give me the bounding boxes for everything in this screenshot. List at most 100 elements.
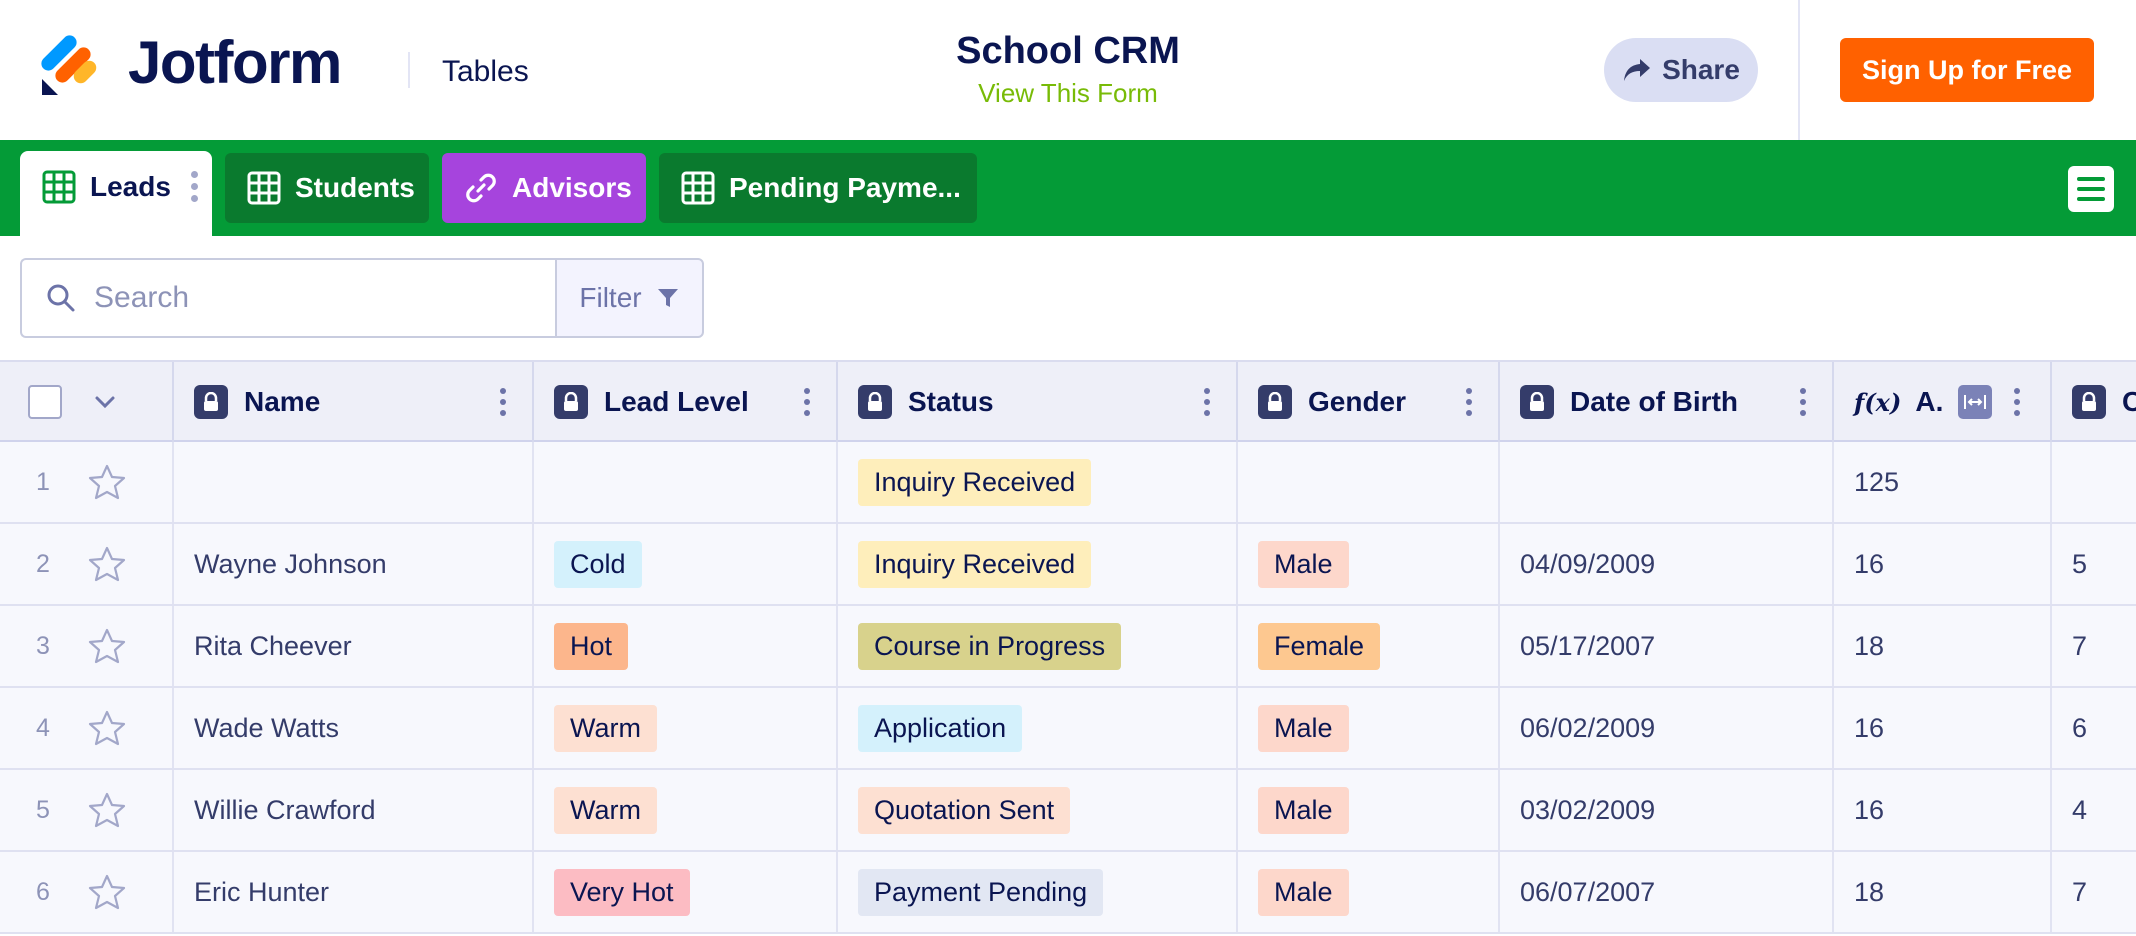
chevron-down-icon[interactable] bbox=[94, 395, 116, 409]
jotform-logo-icon[interactable] bbox=[40, 33, 100, 95]
star-icon[interactable] bbox=[88, 874, 126, 910]
cell-dob[interactable]: 04/09/2009 bbox=[1500, 524, 1834, 604]
table-row[interactable]: 3 Rita Cheever Hot Course in Progress Female… bbox=[0, 606, 2136, 688]
cell-status[interactable]: Quotation Sent bbox=[838, 770, 1238, 850]
cell-dob[interactable]: 05/17/2007 bbox=[1500, 606, 1834, 686]
cell-gender[interactable]: Male bbox=[1238, 770, 1500, 850]
lock-icon bbox=[194, 385, 228, 419]
column-options-icon[interactable] bbox=[1466, 388, 1472, 416]
expand-column-icon[interactable] bbox=[1958, 385, 1992, 419]
star-icon[interactable] bbox=[88, 628, 126, 664]
cell-age[interactable]: 16 bbox=[1834, 688, 2052, 768]
cell-dob[interactable]: 06/07/2007 bbox=[1500, 852, 1834, 932]
cell-extra[interactable]: 4 bbox=[2052, 770, 2136, 850]
cell-extra[interactable]: 7 bbox=[2052, 606, 2136, 686]
link-icon bbox=[466, 173, 496, 203]
column-options-icon[interactable] bbox=[1800, 388, 1806, 416]
cell-age[interactable]: 16 bbox=[1834, 524, 2052, 604]
cell-name[interactable]: Wade Watts bbox=[174, 688, 534, 768]
cell-name[interactable]: Eric Hunter bbox=[174, 852, 534, 932]
cell-status[interactable]: Course in Progress bbox=[838, 606, 1238, 686]
tab-leads[interactable]: Leads bbox=[20, 151, 212, 236]
cell-status[interactable]: Application bbox=[838, 688, 1238, 768]
table-row[interactable]: 6 Eric Hunter Very Hot Payment Pending Male 0… bbox=[0, 852, 2136, 934]
cell-lead[interactable] bbox=[534, 442, 838, 522]
tab-label: Advisors bbox=[512, 172, 632, 203]
column-options-icon[interactable] bbox=[1204, 388, 1210, 416]
star-icon[interactable] bbox=[88, 546, 126, 582]
filter-button[interactable]: Filter bbox=[555, 258, 704, 338]
cell-value: 16 bbox=[1854, 794, 1885, 825]
cell-dob[interactable] bbox=[1500, 442, 1834, 522]
gender-tag: Male bbox=[1258, 786, 1349, 834]
cell-lead[interactable]: Warm bbox=[534, 688, 838, 768]
cell-age[interactable]: 18 bbox=[1834, 852, 2052, 932]
cell-gender[interactable] bbox=[1238, 442, 1500, 522]
cell-lead[interactable]: Hot bbox=[534, 606, 838, 686]
cell-value: 6 bbox=[2072, 712, 2088, 743]
column-header-name[interactable]: Name bbox=[174, 362, 534, 442]
tab-options-icon[interactable] bbox=[190, 171, 198, 202]
cell-value: 7 bbox=[2072, 630, 2088, 661]
table-row[interactable]: 2 Wayne Johnson Cold Inquiry Received Male 04… bbox=[0, 524, 2136, 606]
cell-age[interactable]: 16 bbox=[1834, 770, 2052, 850]
column-header-status[interactable]: Status bbox=[838, 362, 1238, 442]
hamburger-menu-icon[interactable] bbox=[2068, 166, 2114, 212]
cell-age[interactable]: 125 bbox=[1834, 442, 2052, 522]
cell-gender[interactable]: Male bbox=[1238, 524, 1500, 604]
column-header-date-of-birth[interactable]: Date of Birth bbox=[1500, 362, 1834, 442]
star-icon[interactable] bbox=[88, 464, 126, 500]
cell-name[interactable]: Wayne Johnson bbox=[174, 524, 534, 604]
filter-icon bbox=[657, 289, 678, 307]
tab-pending-payments[interactable]: Pending Payme... bbox=[659, 153, 977, 223]
cell-name[interactable] bbox=[174, 442, 534, 522]
status-tag: Course in Progress bbox=[858, 622, 1122, 670]
cell-value: 16 bbox=[1854, 712, 1885, 743]
column-options-icon[interactable] bbox=[2014, 388, 2020, 416]
gender-tag: Male bbox=[1258, 704, 1349, 752]
cell-gender[interactable]: Male bbox=[1238, 688, 1500, 768]
column-header-age-formula[interactable]: f(x) A. bbox=[1834, 362, 2052, 442]
cell-status[interactable]: Payment Pending bbox=[838, 852, 1238, 932]
logo-text[interactable]: Jotform bbox=[128, 29, 342, 96]
cell-lead[interactable]: Cold bbox=[534, 524, 838, 604]
view-form-link[interactable]: View This Form bbox=[978, 78, 1158, 108]
table-row[interactable]: 1 Inquiry Received 125 bbox=[0, 442, 2136, 524]
cell-gender[interactable]: Female bbox=[1238, 606, 1500, 686]
cell-value: 06/02/2009 bbox=[1520, 712, 1656, 743]
tab-advisors[interactable]: Advisors bbox=[442, 153, 646, 223]
cell-age[interactable]: 18 bbox=[1834, 606, 2052, 686]
cell-lead[interactable]: Warm bbox=[534, 770, 838, 850]
select-all-checkbox[interactable] bbox=[28, 385, 62, 419]
tab-label: Pending Payme... bbox=[729, 172, 961, 203]
column-header-lead-level[interactable]: Lead Level bbox=[534, 362, 838, 442]
column-options-icon[interactable] bbox=[500, 388, 506, 416]
column-options-icon[interactable] bbox=[804, 388, 810, 416]
share-icon bbox=[1624, 59, 1651, 81]
cell-extra[interactable] bbox=[2052, 442, 2136, 522]
column-header-next[interactable]: C bbox=[2052, 362, 2136, 442]
cell-gender[interactable]: Male bbox=[1238, 852, 1500, 932]
cell-lead[interactable]: Very Hot bbox=[534, 852, 838, 932]
cell-dob[interactable]: 03/02/2009 bbox=[1500, 770, 1834, 850]
cell-value: 5 bbox=[2072, 548, 2088, 579]
search-input[interactable]: Search bbox=[20, 258, 556, 338]
column-header-gender[interactable]: Gender bbox=[1238, 362, 1500, 442]
table-row[interactable]: 4 Wade Watts Warm Application Male 06/02/2009… bbox=[0, 688, 2136, 770]
lead-tag: Hot bbox=[554, 622, 629, 670]
table-header-row: Name Lead Level Status Gender Date of Bi… bbox=[0, 360, 2136, 442]
share-button[interactable]: Share bbox=[1604, 38, 1758, 102]
cell-extra[interactable]: 6 bbox=[2052, 688, 2136, 768]
cell-extra[interactable]: 5 bbox=[2052, 524, 2136, 604]
cell-name[interactable]: Willie Crawford bbox=[174, 770, 534, 850]
table-row[interactable]: 5 Willie Crawford Warm Quotation Sent Male 03… bbox=[0, 770, 2136, 852]
star-icon[interactable] bbox=[88, 710, 126, 746]
cell-dob[interactable]: 06/02/2009 bbox=[1500, 688, 1834, 768]
cell-status[interactable]: Inquiry Received bbox=[838, 442, 1238, 522]
cell-name[interactable]: Rita Cheever bbox=[174, 606, 534, 686]
tab-students[interactable]: Students bbox=[225, 153, 429, 223]
signup-button[interactable]: Sign Up for Free bbox=[1840, 38, 2094, 102]
cell-status[interactable]: Inquiry Received bbox=[838, 524, 1238, 604]
star-icon[interactable] bbox=[88, 792, 126, 828]
cell-extra[interactable]: 7 bbox=[2052, 852, 2136, 932]
